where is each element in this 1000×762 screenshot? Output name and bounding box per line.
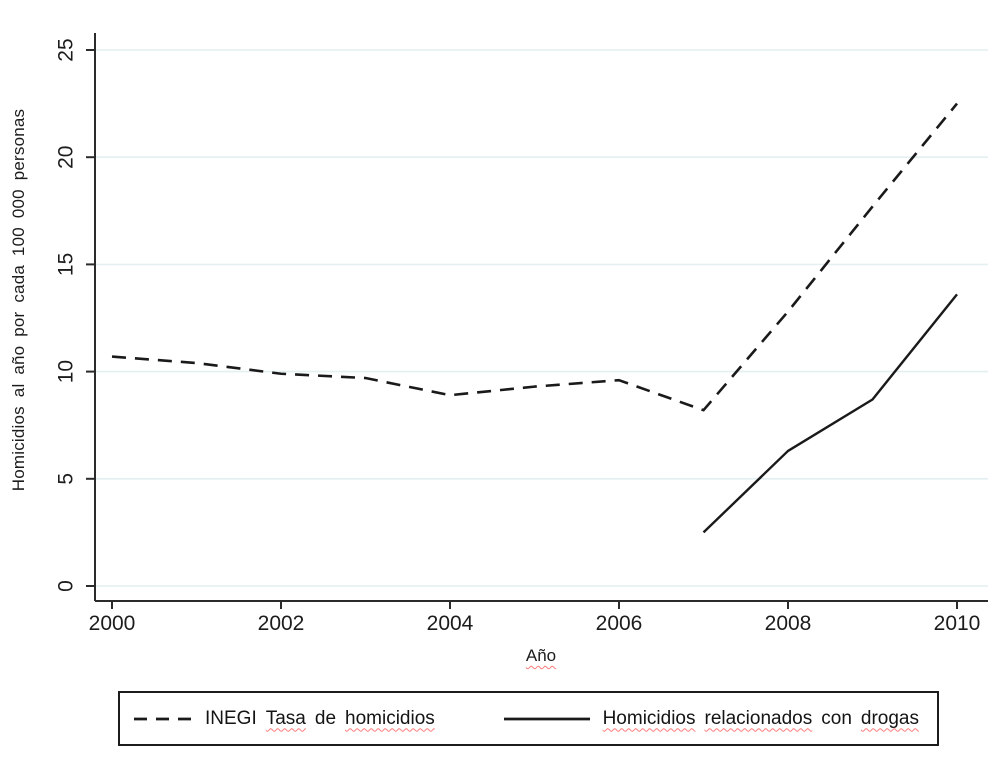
legend-word: Tasa xyxy=(265,707,306,729)
x-tick-label: 2002 xyxy=(258,612,305,635)
y-tick-label: 25 xyxy=(55,38,78,61)
legend-word: con xyxy=(821,707,852,729)
y-tick-label: 0 xyxy=(55,580,78,592)
legend-entry-0: INEGI Tasa de homicidios xyxy=(134,708,435,730)
y-axis-ticks: 0 5 10 15 20 25 xyxy=(55,38,95,592)
dashed-line-sample-icon xyxy=(134,717,192,720)
legend-word: relacionados xyxy=(704,707,813,729)
solid-line-sample-icon xyxy=(503,717,590,720)
x-axis-ticks: 2000 2002 2004 2006 2008 2010 xyxy=(89,601,981,635)
legend-word: INEGI xyxy=(205,707,257,729)
legend-label-0: INEGI Tasa de homicidios xyxy=(205,708,435,730)
x-tick-label: 2008 xyxy=(765,612,812,635)
legend-word: drogas xyxy=(860,707,919,729)
axes xyxy=(94,33,988,602)
legend-word: de xyxy=(314,707,337,729)
y-axis-title: Homicidios al año por cada 100 000 perso… xyxy=(9,108,28,492)
legend-entry-1: Homicidios relacionados con drogas xyxy=(503,708,919,730)
y-tick-label: 5 xyxy=(55,473,78,485)
x-axis-title: Año xyxy=(525,646,557,665)
gridlines xyxy=(96,49,988,587)
x-tick-label: 2010 xyxy=(934,612,981,635)
legend-word: homicidios xyxy=(345,707,435,729)
legend-box: INEGI Tasa de homicidios Homicidios relaciona… xyxy=(118,691,939,746)
y-tick-label: 15 xyxy=(55,253,78,276)
y-tick-label: 20 xyxy=(55,146,78,169)
x-tick-label: 2006 xyxy=(596,612,643,635)
plot-area: 0 5 10 15 20 25 2000 2002 2004 2006 2008 2010 xyxy=(55,33,988,635)
series-line-1 xyxy=(702,293,958,534)
series-lines xyxy=(111,102,959,534)
y-tick-label: 10 xyxy=(55,360,78,383)
legend-label-1: Homicidios relacionados con drogas xyxy=(603,708,919,730)
x-tick-label: 2004 xyxy=(427,612,474,635)
series-line-0 xyxy=(111,102,959,412)
x-tick-label: 2000 xyxy=(89,612,136,635)
legend-word: Homicidios xyxy=(602,707,696,729)
